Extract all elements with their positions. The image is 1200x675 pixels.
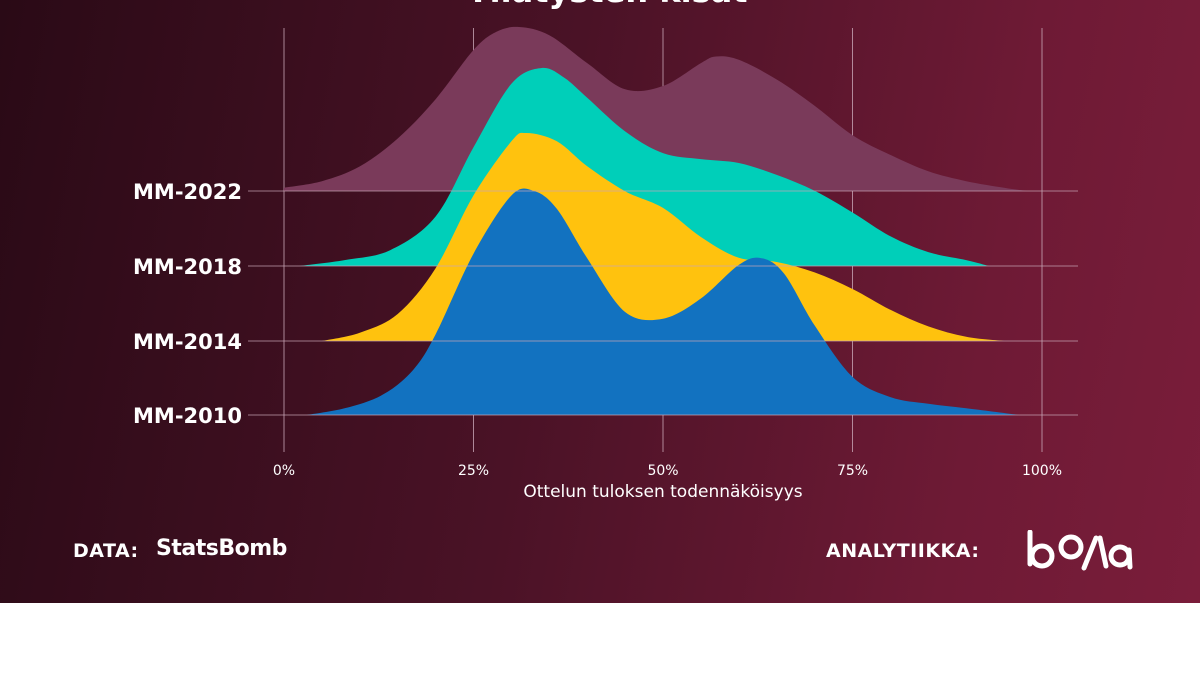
x-tick-label: 100% <box>1022 463 1062 479</box>
x-tick-label: 50% <box>647 463 678 479</box>
x-tick-label: 25% <box>458 463 489 479</box>
data-label: DATA: <box>73 540 139 562</box>
infographic-card: Ylläty­sten kisat MM-2022MM-2018MM-2014M… <box>0 0 1200 603</box>
x-tick-label: 0% <box>273 463 295 479</box>
series-label: MM-2010 <box>133 404 242 428</box>
series-label: MM-2018 <box>133 255 242 279</box>
ridge-mm-2022 <box>284 26 1027 191</box>
chart-title: Ylläty­sten kisat <box>465 0 747 10</box>
x-axis-label: Ottelun tuloksen todennäköisyys <box>523 482 802 502</box>
series-label: MM-2014 <box>133 330 242 354</box>
statsbomb-logo: StatsBomb <box>156 536 287 561</box>
series-label: MM-2022 <box>133 180 242 204</box>
ridgeline-chart: Ylläty­sten kisat MM-2022MM-2018MM-2014M… <box>133 0 1078 502</box>
baselines <box>248 190 1078 416</box>
analytics-label: ANALYTIIKKA: <box>826 540 980 562</box>
bolla-logo <box>1026 529 1136 574</box>
series-labels: MM-2022 MM-2018 MM-2014 MM-2010 <box>133 180 242 428</box>
ridge-mm-2010 <box>306 188 1020 415</box>
x-axis-ticks: 0% 25% 50% 75% 100% <box>273 463 1062 479</box>
ridges <box>284 26 1027 415</box>
x-tick-label: 75% <box>837 463 868 479</box>
